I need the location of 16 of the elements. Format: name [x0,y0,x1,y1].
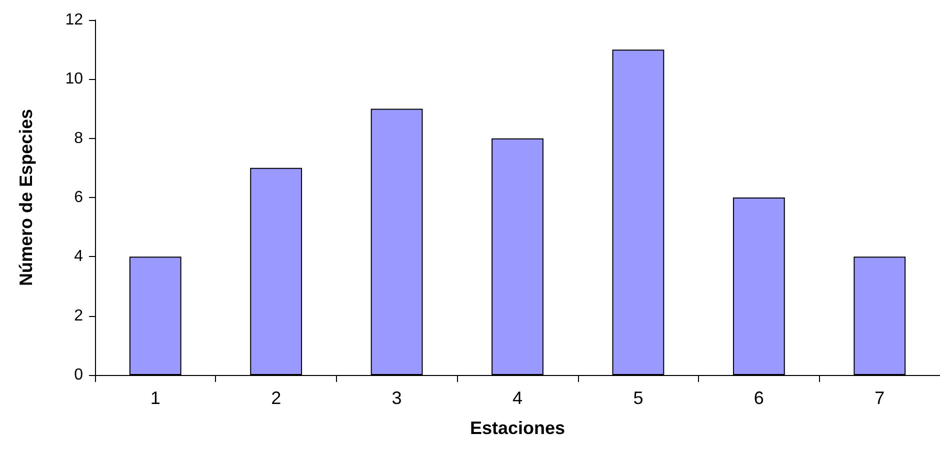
x-tick-label: 3 [392,388,402,408]
x-tick-label: 5 [633,388,644,408]
x-tick-label: 2 [271,388,282,408]
y-tick-label: 0 [74,366,84,384]
y-tick-label: 2 [74,307,84,324]
y-tick-label: 4 [74,248,84,266]
x-tick-label: 7 [874,388,885,408]
y-tick-label: 6 [74,189,84,206]
x-tick-label: 6 [754,388,764,408]
y-axis-title: Número de Especies [16,108,36,286]
x-tick-label: 4 [512,388,523,408]
x-tick-label: 1 [150,388,160,408]
y-tick-label: 10 [65,70,84,88]
y-tick-label: 12 [65,12,84,28]
y-tick-label: 8 [74,130,84,147]
x-axis-title: Estaciones [470,418,566,438]
